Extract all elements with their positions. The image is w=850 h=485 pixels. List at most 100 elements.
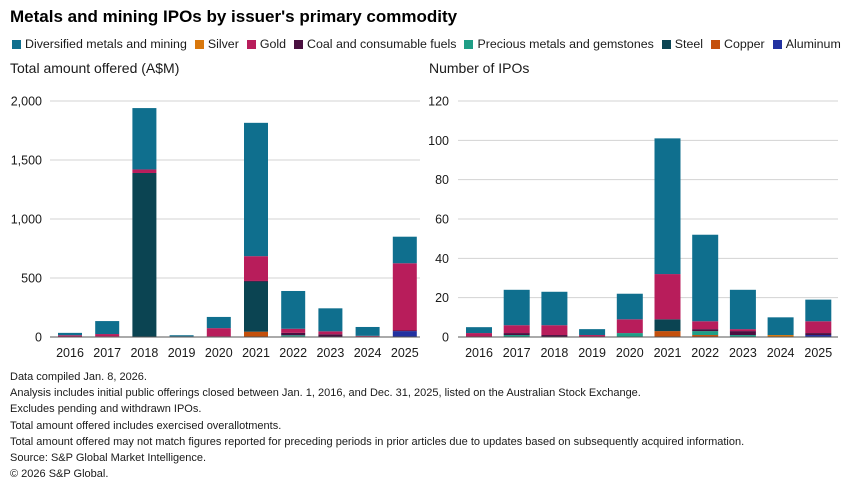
bar-segment [503,333,530,336]
bar-segment [692,331,719,336]
bar-segment [244,256,268,281]
x-tick-label: 2025 [391,346,419,360]
bar-segment [541,291,568,326]
bar-segment [616,319,643,334]
note-line: Analysis includes initial public offerin… [10,387,641,400]
legend-label: Diversified metals and mining [25,37,187,51]
y-tick-label: 20 [435,291,449,305]
bar-segment [206,328,231,337]
bar-segment [616,293,643,320]
bar-segment [95,321,120,335]
y-tick-label: 2,000 [11,95,42,109]
legend-swatch [294,39,304,49]
x-tick-label: 2018 [130,346,158,360]
bar-segment [654,319,681,332]
x-tick-label: 2023 [729,346,757,360]
bar-segment [805,321,832,334]
legend-item: Steel [661,37,704,51]
y-tick-label: 120 [428,95,449,109]
y-tick-label: 1,500 [11,154,42,168]
bar-segment [392,236,417,264]
bar-segment [616,333,643,337]
bar-segment [206,316,231,329]
amount-chart: 0 500 1,000 1,500 2,000 2016 2017 2018 2019 2020 2… [11,95,420,360]
legend-swatch [246,39,256,49]
count-chart: 0 20 40 60 80 100 120 2016 2017 2018 2019 2020 2021 2… [428,95,838,360]
note-line: © 2026 S&P Global. [10,468,109,481]
bar-segment [281,332,306,336]
legend-item: Aluminum [772,37,841,51]
x-tick-label: 2024 [354,346,382,360]
bar-segment [244,331,268,337]
bar-segment [503,335,530,337]
bar-segment [95,334,120,337]
legend-swatch [464,39,474,49]
x-tick-label: 2020 [616,346,644,360]
x-tick-label: 2021 [654,346,682,360]
notes: Data compiled Jan. 8, 2026. Analysis inc… [10,369,744,482]
bar-segment [281,335,306,337]
bar-segment [318,334,343,337]
legend-swatch [194,39,204,49]
y-tick-label: 80 [435,173,449,187]
legend-label: Silver [207,37,239,51]
y-tick-label: 0 [35,331,42,345]
bar-segment [318,331,343,335]
y-tick-label: 60 [435,213,449,227]
y-tick-label: 1,000 [11,213,42,227]
x-tick-label: 2019 [578,346,606,360]
note-line: Excludes pending and withdrawn IPOs. [10,403,202,416]
bar-segment [579,329,606,336]
x-tick-label: 2016 [465,346,493,360]
bar-segment [392,330,417,332]
legend-label: Aluminum [785,37,841,51]
x-tick-label: 2023 [316,346,344,360]
bar-segment [281,290,306,329]
legend-label: Copper [724,37,765,51]
x-tick-label: 2025 [804,346,832,360]
legend-item: Precious metals and gemstones [464,37,654,51]
x-tick-label: 2020 [205,346,233,360]
bar-segment [392,263,417,331]
bar-segment [503,289,530,326]
legend-item: Silver [194,37,239,51]
x-tick-label: 2016 [56,346,84,360]
y-tick-label: 100 [428,134,449,148]
bar-segment [767,317,794,336]
note-line: Data compiled Jan. 8, 2026. [10,371,147,383]
legend-swatch [711,39,721,49]
y-tick-label: 0 [442,331,449,345]
legend-item: Gold [246,37,286,51]
note-line: Total amount offered includes exercised … [10,419,282,432]
legend-label: Steel [674,37,704,51]
legend-item: Diversified metals and mining [12,37,187,51]
y-tick-label: 500 [21,272,42,286]
amount-chart-subtitle: Total amount offered (A$M) [10,60,180,76]
x-tick-label: 2022 [279,346,307,360]
chart-title: Metals and mining IPOs by issuer's prima… [10,7,458,26]
y-tick-label: 40 [435,252,449,266]
legend-label: Precious metals and gemstones [477,37,654,51]
x-tick-label: 2018 [540,346,568,360]
bar-segment [729,329,756,332]
legend-item: Copper [711,37,765,51]
bar-segment [244,280,268,282]
bar-segment [692,329,719,332]
bar-segment [654,138,681,275]
bar-segment [58,332,82,336]
bar-segment [355,326,380,336]
legend-swatch [661,39,671,49]
bar-segment [541,335,568,337]
x-tick-label: 2017 [503,346,531,360]
bar-segment [729,331,756,336]
bar-segment [132,108,157,170]
bar-segment [318,308,343,332]
x-tick-label: 2022 [691,346,719,360]
bar-segment [132,169,157,173]
bar-segment [729,289,756,330]
bar-segment [805,333,832,336]
bar-segment [355,335,380,337]
bar-segment [654,274,681,320]
bar-segment [466,333,492,337]
